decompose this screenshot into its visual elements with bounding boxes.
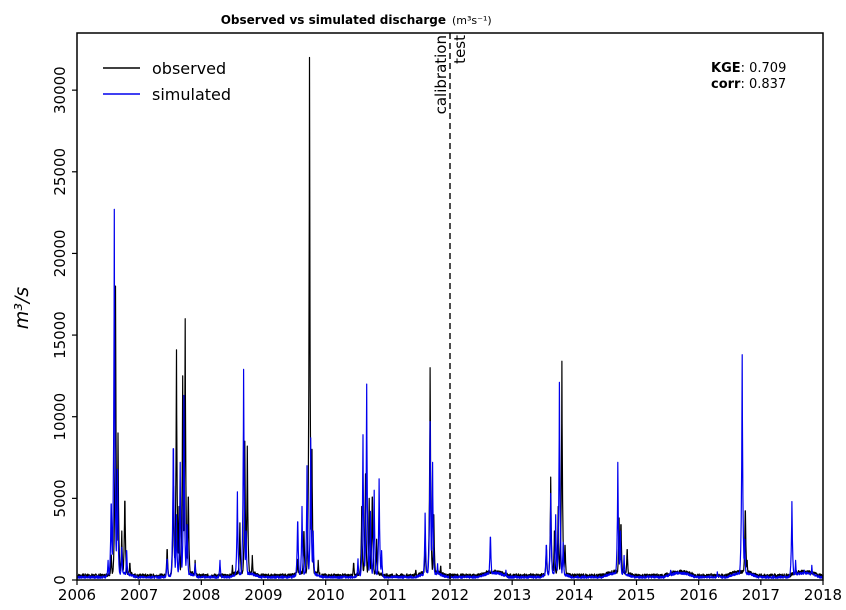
x-tick-label: 2017 [742,586,780,604]
x-tick-label: 2006 [58,586,96,604]
x-tick-label: 2010 [307,586,345,604]
metric-corr: corr: 0.837 [711,77,786,92]
x-tick-label: 2018 [804,586,842,604]
legend: observed simulated [103,59,231,104]
y-tick-label: 30000 [51,66,69,114]
x-tick-label: 2013 [493,586,531,604]
x-tick-label: 2011 [369,586,407,604]
test-label: test [451,35,469,64]
chart-title: Observed vs simulated discharge (m³s⁻¹) [221,13,492,27]
y-tick-label: 10000 [51,393,69,441]
axis-ticks: 2006 2007 2008 2009 2010 2011 2012 2013 2014 2015… [51,66,842,604]
metrics-box: KGE: 0.709 corr: 0.837 [711,61,786,92]
y-tick-label: 25000 [51,148,69,196]
y-tick-label: 0 [51,575,69,585]
x-tick-label: 2012 [431,586,469,604]
x-tick-label: 2014 [555,586,593,604]
x-tick-label: 2016 [680,586,718,604]
y-axis-label: m³/s [11,287,33,330]
x-tick-label: 2009 [244,586,282,604]
chart-title-text: Observed vs simulated discharge [221,13,446,27]
metric-corr-value: : 0.837 [740,77,786,92]
metric-kge-value: : 0.709 [741,61,787,76]
y-tick-label: 20000 [51,230,69,278]
chart-title-unit: (m³s⁻¹) [452,14,492,27]
y-tick-label: 15000 [51,311,69,359]
x-tick-label: 2015 [617,586,655,604]
metric-kge-key: KGE [711,61,741,76]
plot-frame [76,32,824,581]
legend-label-observed: observed [152,59,226,78]
split-marker: calibration test [432,33,469,580]
metric-corr-key: corr [711,77,741,92]
metric-kge: KGE: 0.709 [711,61,786,76]
calibration-label: calibration [432,35,450,114]
legend-label-simulated: simulated [152,85,231,104]
y-tick-label: 5000 [51,479,69,517]
x-tick-label: 2008 [182,586,220,604]
x-tick-label: 2007 [120,586,158,604]
